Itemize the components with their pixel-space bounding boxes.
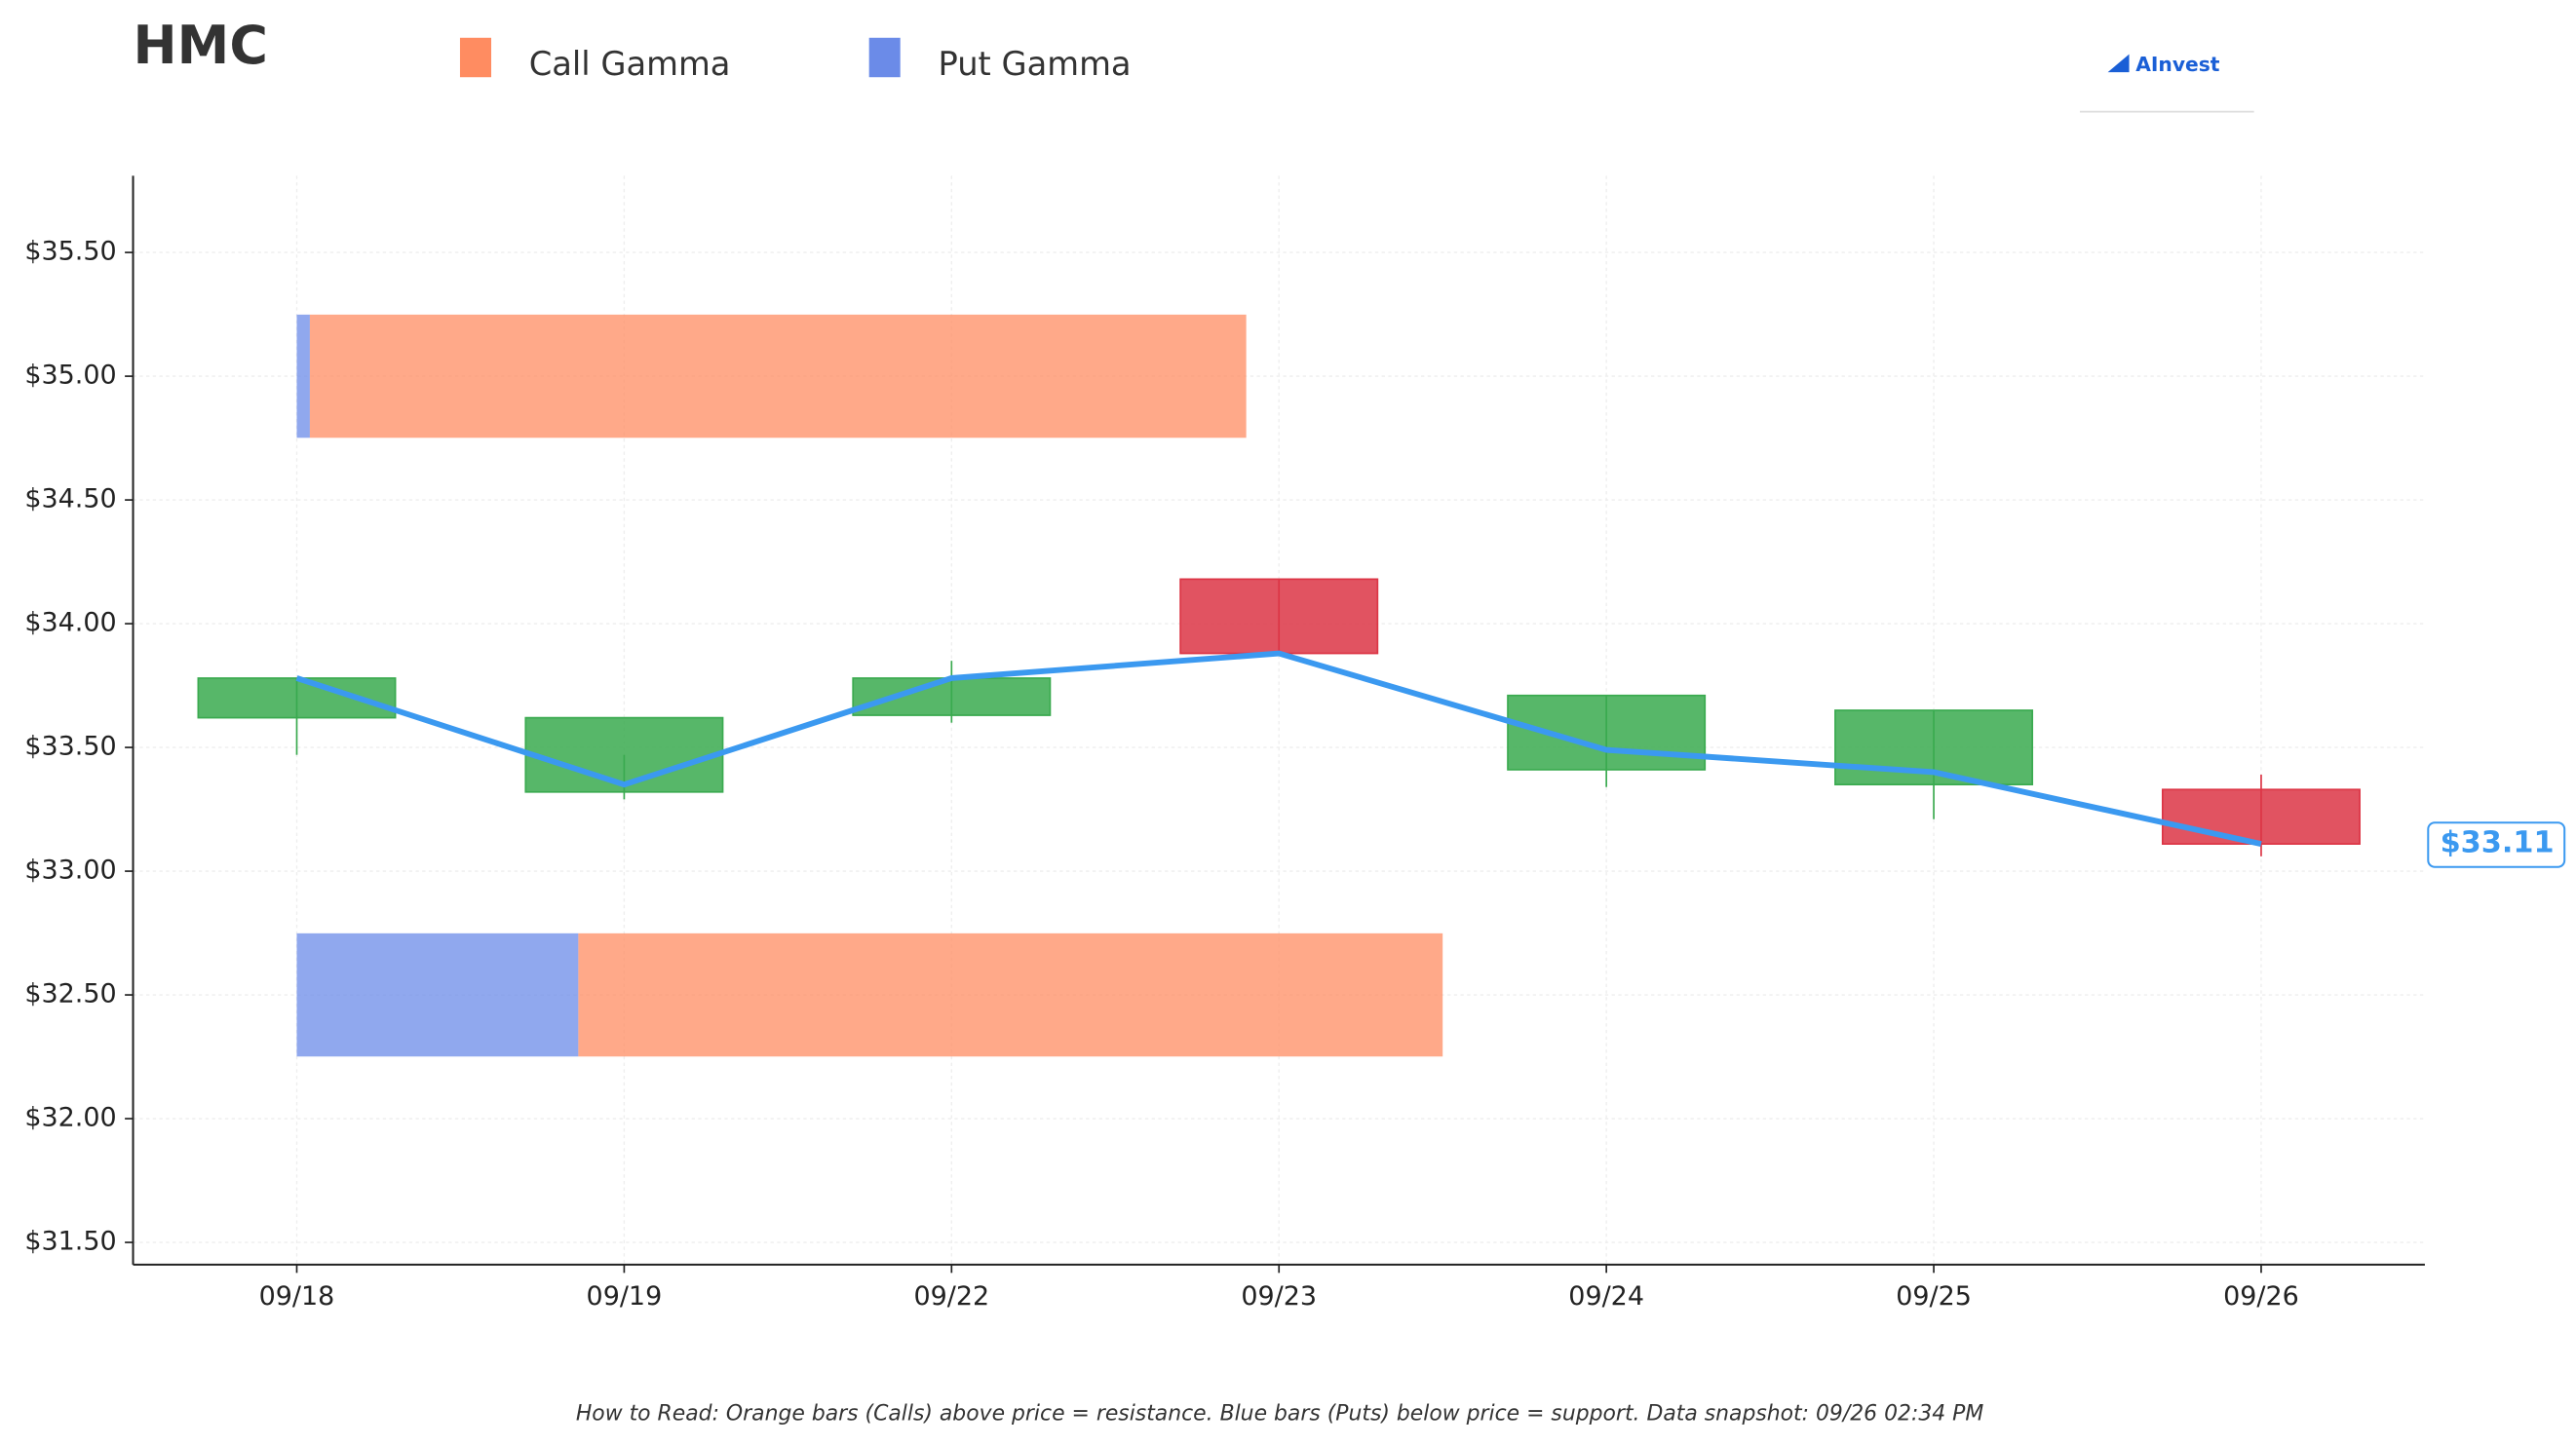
- call-gamma-bar: [578, 932, 1443, 1057]
- price-label: $33.11: [2441, 826, 2555, 860]
- y-tick-label: $32.50: [24, 979, 116, 1009]
- legend-swatch: [868, 37, 901, 78]
- chart-title: HMC: [134, 15, 268, 76]
- y-tick-label: $35.50: [24, 237, 116, 267]
- x-tick-label: 09/24: [1568, 1281, 1644, 1312]
- price-label-box: [2427, 821, 2566, 868]
- x-tick-label: 09/25: [1896, 1281, 1972, 1312]
- x-tick-label: 09/19: [587, 1281, 663, 1312]
- candle-body: [852, 677, 1052, 716]
- logo-icon: [2107, 54, 2130, 73]
- legend-label: Put Gamma: [938, 45, 1131, 83]
- put-gamma-bar: [296, 932, 579, 1057]
- y-tick-label: $34.00: [24, 608, 116, 638]
- y-tick-label: $33.50: [24, 732, 116, 762]
- y-tick-label: $32.00: [24, 1103, 116, 1133]
- legend-label: Call Gamma: [529, 45, 731, 83]
- x-tick-label: 09/22: [913, 1281, 989, 1312]
- x-tick-label: 09/18: [259, 1281, 335, 1312]
- y-tick-label: $33.00: [24, 856, 116, 886]
- candle-body: [1179, 578, 1379, 655]
- footnote: How to Read: Orange bars (Calls) above p…: [576, 1401, 1984, 1426]
- candle-body: [1507, 694, 1707, 771]
- x-tick-label: 09/26: [2223, 1281, 2299, 1312]
- candle-body: [524, 716, 724, 793]
- call-gamma-bar: [309, 314, 1247, 438]
- price-line: [295, 650, 2262, 848]
- y-tick-label: $34.50: [24, 484, 116, 514]
- y-tick-label: $31.50: [24, 1227, 116, 1257]
- y-tick-label: $35.00: [24, 361, 116, 391]
- logo: AInvest: [2135, 53, 2219, 76]
- put-gamma-bar: [296, 314, 310, 438]
- candle-body: [2161, 788, 2361, 845]
- x-tick-label: 09/23: [1241, 1281, 1317, 1312]
- legend-swatch: [459, 37, 491, 78]
